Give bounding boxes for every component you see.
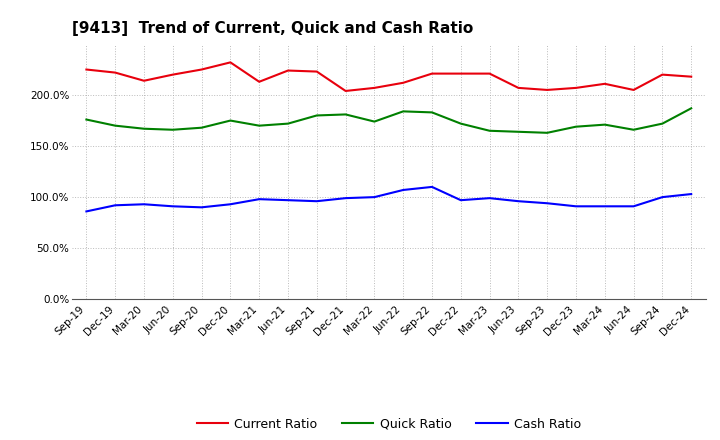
Quick Ratio [600,122,609,127]
Current Ratio [629,87,638,92]
Current Ratio [111,70,120,75]
Cash Ratio [428,184,436,190]
Current Ratio [456,71,465,76]
Quick Ratio [197,125,206,130]
Current Ratio [197,67,206,72]
Current Ratio [687,74,696,79]
Quick Ratio [572,124,580,129]
Quick Ratio [428,110,436,115]
Line: Quick Ratio: Quick Ratio [86,108,691,133]
Quick Ratio [341,112,350,117]
Line: Current Ratio: Current Ratio [86,62,691,91]
Cash Ratio [572,204,580,209]
Cash Ratio [629,204,638,209]
Quick Ratio [370,119,379,124]
Cash Ratio [140,202,148,207]
Cash Ratio [197,205,206,210]
Current Ratio [572,85,580,91]
Cash Ratio [312,198,321,204]
Cash Ratio [658,194,667,200]
Current Ratio [658,72,667,77]
Cash Ratio [111,203,120,208]
Current Ratio [399,80,408,85]
Cash Ratio [82,209,91,214]
Quick Ratio [168,127,177,132]
Current Ratio [370,85,379,91]
Current Ratio [226,60,235,65]
Cash Ratio [284,198,292,203]
Quick Ratio [284,121,292,126]
Quick Ratio [485,128,494,133]
Quick Ratio [658,121,667,126]
Cash Ratio [255,197,264,202]
Current Ratio [168,72,177,77]
Cash Ratio [514,198,523,204]
Quick Ratio [255,123,264,128]
Cash Ratio [399,187,408,193]
Current Ratio [140,78,148,84]
Quick Ratio [629,127,638,132]
Legend: Current Ratio, Quick Ratio, Cash Ratio: Current Ratio, Quick Ratio, Cash Ratio [192,413,586,436]
Current Ratio [341,88,350,94]
Cash Ratio [543,201,552,206]
Current Ratio [514,85,523,91]
Cash Ratio [485,195,494,201]
Current Ratio [428,71,436,76]
Cash Ratio [341,195,350,201]
Current Ratio [600,81,609,86]
Quick Ratio [543,130,552,136]
Current Ratio [312,69,321,74]
Text: [9413]  Trend of Current, Quick and Cash Ratio: [9413] Trend of Current, Quick and Cash … [72,21,473,36]
Current Ratio [82,67,91,72]
Quick Ratio [82,117,91,122]
Current Ratio [284,68,292,73]
Current Ratio [543,87,552,92]
Quick Ratio [687,106,696,111]
Cash Ratio [370,194,379,200]
Current Ratio [255,79,264,84]
Quick Ratio [456,121,465,126]
Quick Ratio [312,113,321,118]
Quick Ratio [111,123,120,128]
Line: Cash Ratio: Cash Ratio [86,187,691,211]
Cash Ratio [456,198,465,203]
Cash Ratio [600,204,609,209]
Cash Ratio [168,204,177,209]
Quick Ratio [399,109,408,114]
Quick Ratio [514,129,523,135]
Cash Ratio [226,202,235,207]
Cash Ratio [687,191,696,197]
Quick Ratio [226,118,235,123]
Quick Ratio [140,126,148,132]
Current Ratio [485,71,494,76]
